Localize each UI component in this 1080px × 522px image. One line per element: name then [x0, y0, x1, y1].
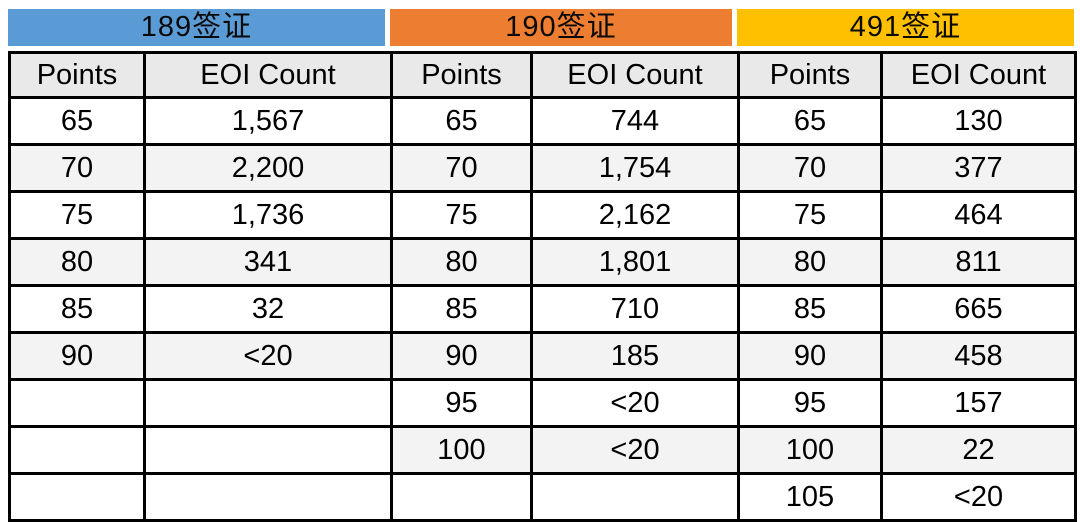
- table-cell: 100: [737, 425, 883, 475]
- section-title-189: 189签证: [140, 11, 253, 43]
- table-cell: 65: [8, 96, 146, 146]
- table-row: 85 32 85 710 85 665: [8, 284, 1077, 334]
- col-header-491-points: Points: [737, 51, 883, 99]
- table-cell: 665: [880, 284, 1077, 334]
- col-header-189-points: Points: [8, 51, 146, 99]
- table-cell: 2,200: [143, 143, 393, 193]
- table-row: 95 <20 95 157: [8, 378, 1077, 428]
- table-cell: 105: [737, 472, 883, 522]
- table-row: 100 <20 100 22: [8, 425, 1077, 475]
- table-cell: [8, 425, 146, 475]
- table-cell: 811: [880, 237, 1077, 287]
- section-header-band: 189签证 190签证 491签证: [8, 9, 1074, 46]
- table-cell: [8, 378, 146, 428]
- table-cell: [143, 425, 393, 475]
- table-row: 70 2,200 70 1,754 70 377: [8, 143, 1077, 193]
- table-cell: 65: [390, 96, 533, 146]
- table-cell: 130: [880, 96, 1077, 146]
- table-cell: 85: [390, 284, 533, 334]
- col-header-491-eoi: EOI Count: [880, 51, 1077, 99]
- table-cell: 2,162: [530, 190, 740, 240]
- table-cell: [143, 472, 393, 522]
- section-title-190: 190签证: [505, 11, 617, 43]
- column-header-row: Points EOI Count Points EOI Count Points…: [8, 51, 1077, 99]
- table-cell: 22: [880, 425, 1077, 475]
- section-header-189: 189签证: [8, 9, 390, 46]
- table-cell: 80: [8, 237, 146, 287]
- table-body: 65 1,567 65 744 65 130 70 2,200 70 1,754 70 377 75 1,…: [8, 96, 1077, 522]
- table-cell: 95: [390, 378, 533, 428]
- table-row: 65 1,567 65 744 65 130: [8, 96, 1077, 146]
- table-cell: 32: [143, 284, 393, 334]
- table-cell: 80: [737, 237, 883, 287]
- table-cell: 85: [737, 284, 883, 334]
- table-cell: 85: [8, 284, 146, 334]
- table-cell: 157: [880, 378, 1077, 428]
- table-cell: 1,801: [530, 237, 740, 287]
- table-cell: 90: [390, 331, 533, 381]
- section-header-491: 491签证: [737, 9, 1074, 46]
- eoi-points-table: 189签证 190签证 491签证 Points EOI Count Point…: [8, 9, 1077, 522]
- table-cell: 65: [737, 96, 883, 146]
- table-cell: 341: [143, 237, 393, 287]
- table-cell: [530, 472, 740, 522]
- table-cell: [390, 472, 533, 522]
- table-cell: 75: [8, 190, 146, 240]
- table-row: 80 341 80 1,801 80 811: [8, 237, 1077, 287]
- table-cell: 458: [880, 331, 1077, 381]
- table-cell: 95: [737, 378, 883, 428]
- table-cell: 710: [530, 284, 740, 334]
- table-cell: 100: [390, 425, 533, 475]
- table-cell: 70: [390, 143, 533, 193]
- table-cell: [143, 378, 393, 428]
- col-header-190-eoi: EOI Count: [530, 51, 740, 99]
- table-cell: <20: [880, 472, 1077, 522]
- table-cell: 75: [737, 190, 883, 240]
- table-row: 105 <20: [8, 472, 1077, 522]
- section-title-491: 491签证: [849, 11, 962, 43]
- col-header-189-eoi: EOI Count: [143, 51, 393, 99]
- table-row: 75 1,736 75 2,162 75 464: [8, 190, 1077, 240]
- table-cell: 1,754: [530, 143, 740, 193]
- table-cell: 744: [530, 96, 740, 146]
- eoi-data-grid: Points EOI Count Points EOI Count Points…: [8, 51, 1077, 522]
- table-cell: 90: [8, 331, 146, 381]
- section-header-190: 190签证: [390, 9, 737, 46]
- table-cell: <20: [143, 331, 393, 381]
- table-cell: <20: [530, 425, 740, 475]
- table-cell: 75: [390, 190, 533, 240]
- table-cell: <20: [530, 378, 740, 428]
- table-cell: 80: [390, 237, 533, 287]
- table-cell: 70: [8, 143, 146, 193]
- table-cell: 464: [880, 190, 1077, 240]
- table-cell: [8, 472, 146, 522]
- col-header-190-points: Points: [390, 51, 533, 99]
- table-cell: 90: [737, 331, 883, 381]
- table-cell: 1,567: [143, 96, 393, 146]
- table-cell: 185: [530, 331, 740, 381]
- table-cell: 377: [880, 143, 1077, 193]
- table-row: 90 <20 90 185 90 458: [8, 331, 1077, 381]
- table-cell: 1,736: [143, 190, 393, 240]
- table-cell: 70: [737, 143, 883, 193]
